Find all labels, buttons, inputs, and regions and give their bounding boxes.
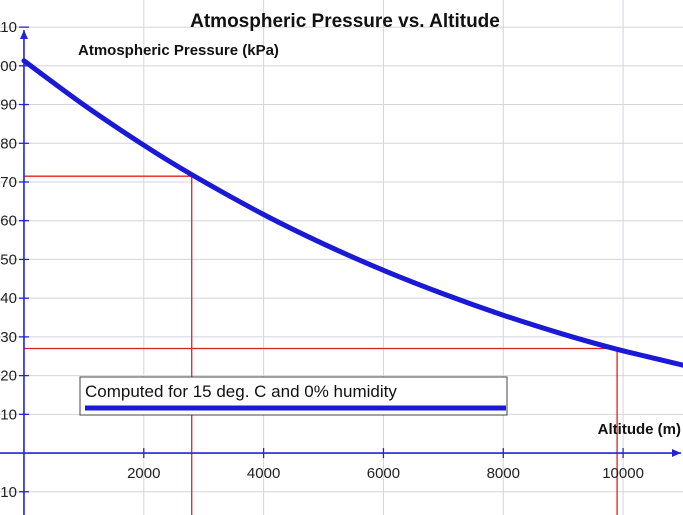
x-tick-label-3: 8000 bbox=[487, 465, 520, 482]
y-tick-label-9: 90 bbox=[0, 97, 17, 114]
x-tick-labels: 2000 4000 6000 8000 10000 bbox=[127, 465, 644, 482]
y-tick-label-5: 50 bbox=[0, 251, 17, 268]
x-tick-label-2: 6000 bbox=[367, 465, 400, 482]
x-tick-label-1: 4000 bbox=[247, 465, 280, 482]
legend-label: Computed for 15 deg. C and 0% humidity bbox=[85, 382, 397, 401]
data-series bbox=[21, 58, 683, 368]
x-tick-label-0: 2000 bbox=[127, 465, 160, 482]
y-tick-label-8: 80 bbox=[0, 135, 17, 152]
y-tick-label-0: -10 bbox=[0, 484, 17, 501]
y-axis-arrow bbox=[19, 30, 28, 39]
y-tick-label-3: 30 bbox=[0, 329, 17, 346]
y-tick-label-1: 10 bbox=[0, 406, 17, 423]
y-tick-label-6: 60 bbox=[0, 213, 17, 230]
series-line-0 bbox=[21, 58, 683, 368]
reference-lines bbox=[23, 175, 618, 515]
y-tick-label-2: 20 bbox=[0, 368, 17, 385]
x-tick-label-4: 10000 bbox=[602, 465, 644, 482]
y-tick-label-4: 40 bbox=[0, 290, 17, 307]
axes bbox=[0, 26, 681, 515]
x-axis-label: Altitude (m) bbox=[598, 421, 681, 438]
y-tick-label-7: 70 bbox=[0, 174, 17, 191]
y-tick-label-10: 100 bbox=[0, 58, 17, 75]
x-axis-arrow bbox=[672, 449, 681, 458]
y-tick-labels: -10 10 20 30 40 50 60 70 80 90 100 110 bbox=[0, 19, 17, 501]
chart-title: Atmospheric Pressure vs. Altitude bbox=[190, 11, 500, 32]
y-axis-label: Atmospheric Pressure (kPa) bbox=[78, 42, 279, 59]
y-tick-label-11: 110 bbox=[0, 19, 17, 36]
